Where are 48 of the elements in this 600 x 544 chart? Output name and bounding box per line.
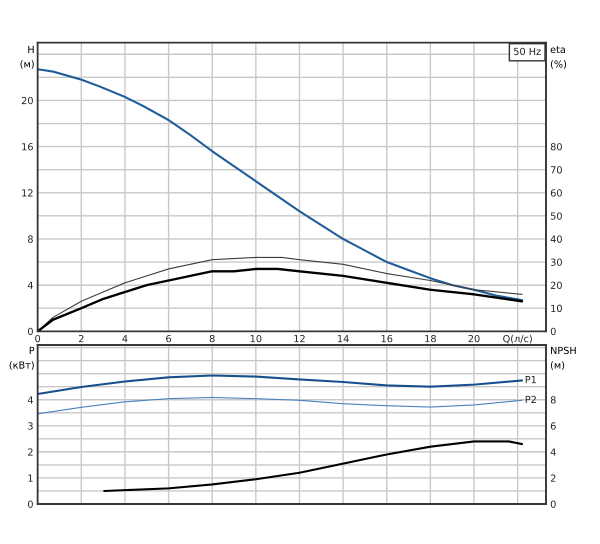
x-tick-label: 12 [294,334,305,342]
x-tick-label: 0 [35,334,40,342]
x-tick-label: 14 [338,335,349,342]
y-tick-label: 16 [22,143,33,150]
y2-tick-label: 6 [550,422,556,430]
y-axis-title: P (кВт) [10,346,34,370]
y2-tick-label: 80 [550,143,562,150]
x-tick-label: 16 [382,334,392,342]
x-tick-label: 4 [122,335,128,342]
x-tick-label: Q(л/с) [503,334,532,344]
y2-tick-label: 20 [550,282,562,289]
y2-tick-label: 60 [550,189,562,197]
y-tick-label: 0 [28,500,33,508]
y2-tick-label: 70 [550,166,562,174]
y-tick-label: 8 [28,235,33,243]
y-tick-label: 3 [28,422,33,430]
y-tick-label: 4 [28,396,33,404]
y2-tick-label: 8 [550,396,556,404]
y2-tick-label: 4 [550,448,556,456]
chart-title: 50 Hz [514,48,541,56]
x-tick-label: 8 [210,334,215,342]
series-label: P2 [526,396,536,403]
y2-tick-label: 0 [550,500,556,508]
y-axis-title: H (м) [20,46,34,69]
y2-axis-title: eta (%) [550,46,566,69]
y2-tick-label: 50 [550,212,562,220]
y-tick-label: 4 [28,282,33,289]
y2-axis-title: NPSH (м) [550,346,576,370]
y2-tick-label: 30 [550,258,562,266]
line-series [38,374,524,396]
line-series [38,396,523,414]
y2-tick-label: 0 [550,328,556,336]
y2-tick-label: 40 [550,235,562,243]
y2-tick-label: 10 [551,304,562,312]
y-tick-label: 0 [28,328,33,336]
y-tick-label: 12 [22,189,33,196]
y-tick-label: 1 [28,474,33,482]
y-tick-label: 2 [28,448,33,456]
x-tick-label: 20 [468,334,480,342]
x-tick-label: 2 [78,334,84,342]
x-tick-label: 10 [250,334,262,342]
x-tick-label: 18 [425,334,436,342]
line-series [38,68,524,302]
y-tick-label: 20 [22,96,33,104]
series-label: P1 [526,376,536,384]
y2-tick-label: 2 [550,474,556,482]
line-series [103,440,524,492]
x-tick-label: 6 [166,334,172,342]
